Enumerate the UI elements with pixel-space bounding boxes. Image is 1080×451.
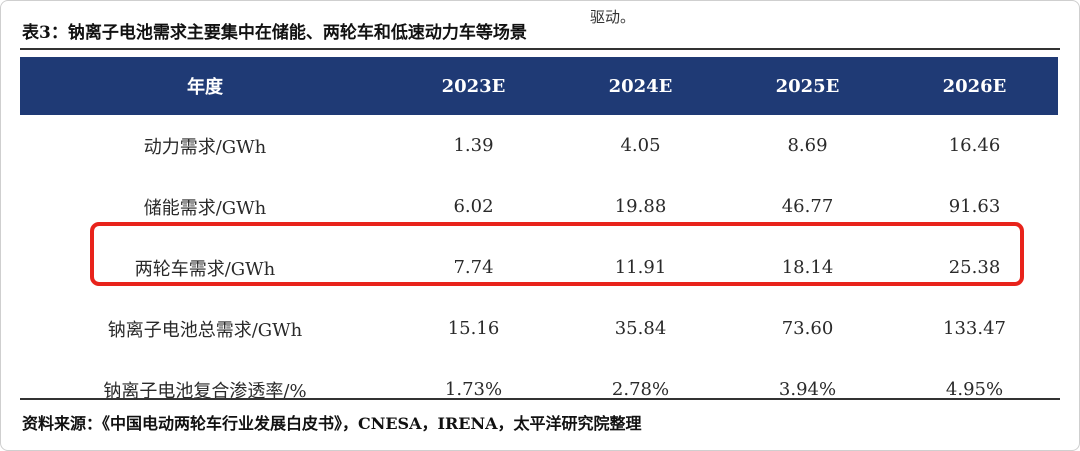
header-2024e: 2024E — [557, 57, 724, 115]
row-label: 两轮车需求/GWh — [134, 258, 276, 280]
table-cell: 6.02 — [453, 196, 494, 217]
table-cell: 35.84 — [614, 318, 667, 339]
table-row: 钠离子电池复合渗透率/% 1.73% 2.78% 3.94% 4.95% — [20, 359, 1058, 420]
table-cell: 2.78% — [611, 379, 670, 400]
row-label: 钠离子电池复合渗透率/% — [103, 380, 307, 402]
row-label: 储能需求/GWh — [143, 197, 267, 219]
table-cell: 16.46 — [948, 135, 1001, 156]
table-cell: 46.77 — [781, 196, 834, 217]
header-year: 年度 — [20, 57, 390, 115]
table-row-highlighted: 两轮车需求/GWh 7.74 11.91 18.14 25.38 — [20, 237, 1058, 298]
table-cell: 19.88 — [614, 196, 667, 217]
row-label: 钠离子电池总需求/GWh — [107, 319, 303, 341]
table-title: 表3：钠离子电池需求主要集中在储能、两轮车和低速动力车等场景 — [22, 23, 527, 43]
table-cell: 18.14 — [781, 257, 834, 278]
table-header-row: 年度 2023E 2024E 2025E 2026E — [20, 57, 1058, 115]
table-cell: 15.16 — [447, 318, 500, 339]
header-2025e: 2025E — [724, 57, 891, 115]
bottom-rule — [20, 398, 1060, 400]
table-cell: 3.94% — [778, 379, 837, 400]
row-label: 动力需求/GWh — [143, 136, 267, 158]
cropped-text-fragment: 驱动。 — [590, 8, 636, 26]
header-2026e: 2026E — [891, 57, 1058, 115]
table-row: 储能需求/GWh 6.02 19.88 46.77 91.63 — [20, 176, 1058, 237]
table-cell: 11.91 — [614, 257, 667, 278]
table-cell: 4.05 — [620, 135, 661, 156]
top-rule — [20, 48, 1060, 50]
table-cell: 133.47 — [943, 318, 1006, 339]
highlight-box — [90, 222, 1024, 286]
table-cell: 1.39 — [453, 135, 494, 156]
source-note: 资料来源：《中国电动两轮车行业发展白皮书》，CNESA，IRENA，太平洋研究院… — [22, 414, 642, 433]
table-cell: 1.73% — [444, 379, 503, 400]
table-row: 动力需求/GWh 1.39 4.05 8.69 16.46 — [20, 115, 1058, 176]
table-cell: 8.69 — [787, 135, 828, 156]
table-cell: 91.63 — [948, 196, 1001, 217]
table-cell: 4.95% — [945, 379, 1004, 400]
table-cell: 25.38 — [948, 257, 1001, 278]
table-cell: 73.60 — [781, 318, 834, 339]
header-2023e: 2023E — [390, 57, 557, 115]
demand-table: 年度 2023E 2024E 2025E 2026E 动力需求/GWh 1.39… — [20, 57, 1058, 420]
table-cell: 7.74 — [453, 257, 494, 278]
table-row: 钠离子电池总需求/GWh 15.16 35.84 73.60 133.47 — [20, 298, 1058, 359]
